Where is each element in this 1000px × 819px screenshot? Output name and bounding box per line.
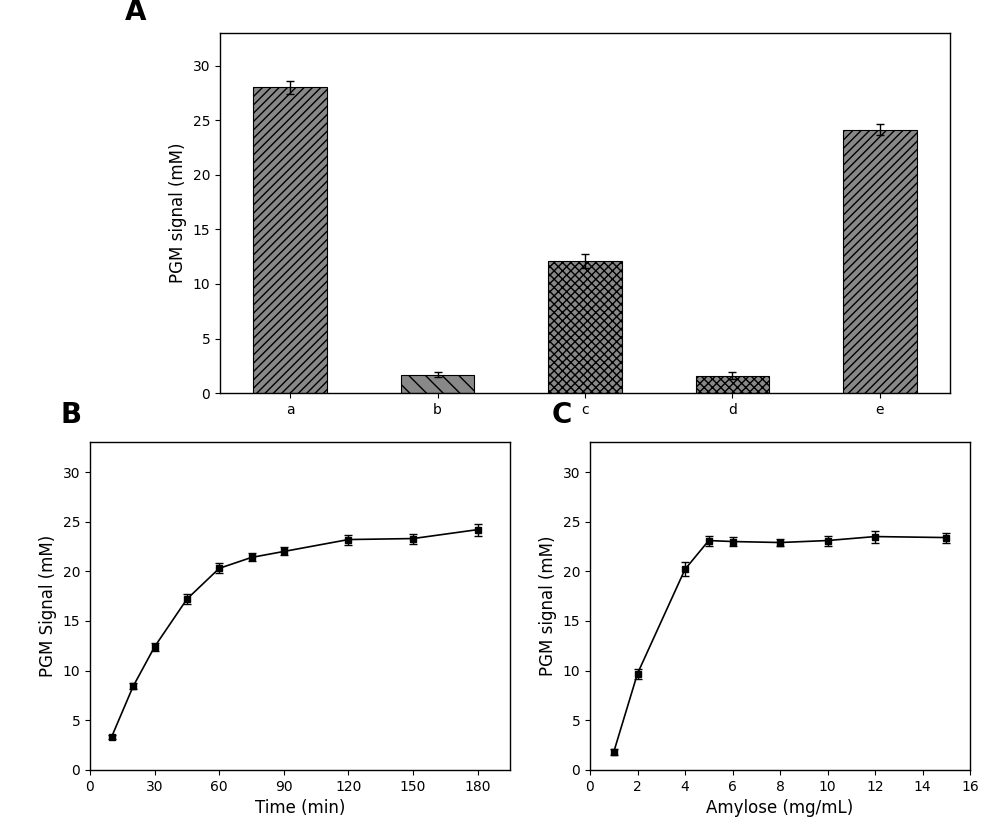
Text: B: B — [61, 401, 82, 429]
Bar — [253, 88, 327, 393]
Text: C: C — [552, 401, 572, 429]
Bar — [696, 376, 769, 393]
Bar — [843, 130, 917, 393]
Bar — [401, 374, 474, 393]
Bar — [548, 261, 622, 393]
X-axis label: Amylose (mg/mL): Amylose (mg/mL) — [706, 799, 854, 817]
X-axis label: Time (min): Time (min) — [255, 799, 345, 817]
Text: A: A — [125, 0, 147, 25]
Y-axis label: PGM signal (mM): PGM signal (mM) — [169, 143, 187, 283]
Y-axis label: PGM Signal (mM): PGM Signal (mM) — [39, 535, 57, 677]
Y-axis label: PGM signal (mM): PGM signal (mM) — [539, 536, 557, 676]
